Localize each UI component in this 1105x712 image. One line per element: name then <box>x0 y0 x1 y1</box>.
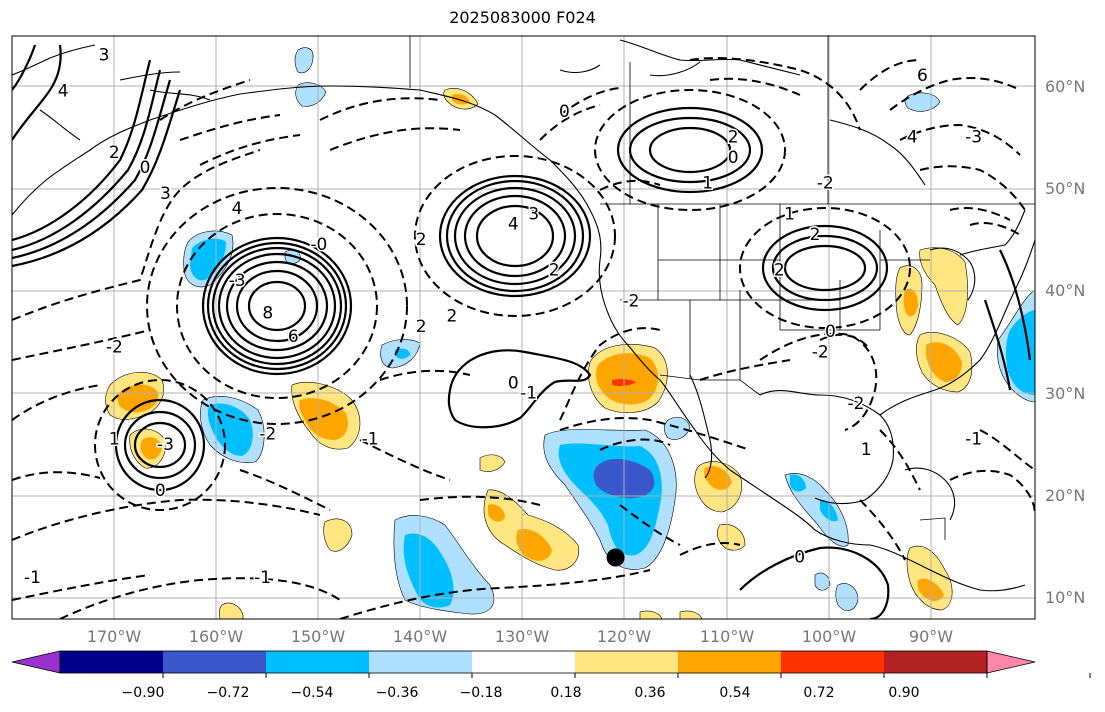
contour-label: 3 <box>160 184 171 204</box>
contour-label: 1 <box>784 204 795 224</box>
colorbar-tick-label: 0.36 <box>634 685 666 701</box>
map-frame <box>11 35 1036 620</box>
contour-label: 0 <box>794 548 805 568</box>
colorbar-extend-min <box>11 650 61 674</box>
colorbar-tick-label: 0.18 <box>550 685 582 701</box>
positive-contours <box>12 44 1032 619</box>
colorbar-tick-label: 0.72 <box>803 685 835 701</box>
contour-label: -2 <box>817 174 834 194</box>
contour-label: 2 <box>728 127 739 147</box>
lat-label-40n: 40°N <box>1045 281 1086 300</box>
colorbar-extend-max <box>986 650 1036 674</box>
contour-label: 0 <box>559 102 570 122</box>
colorbar-bin <box>472 651 576 673</box>
contour-label: 6 <box>917 66 928 86</box>
colorbar-tick-label: 0.54 <box>719 685 751 701</box>
contour-label: -2 <box>847 394 864 414</box>
contour-label: -2 <box>106 337 123 357</box>
lat-label-50n: 50°N <box>1045 179 1086 198</box>
storm-marker <box>606 548 625 567</box>
lat-label-20n: 20°N <box>1045 486 1086 505</box>
colorbar <box>11 650 1091 678</box>
contour-label: 2 <box>774 261 785 281</box>
contour-label: 0 <box>728 148 739 168</box>
contour-label: 2 <box>446 307 457 327</box>
contour-label: -3 <box>965 127 982 147</box>
map-title: 2025083000 F024 <box>449 8 596 27</box>
contour-label: 1 <box>109 430 120 450</box>
feature-layer <box>606 548 625 567</box>
colorbar-tick-label: −0.54 <box>290 685 334 701</box>
colorbar-border <box>59 650 988 674</box>
colorbar-tick-label: −0.36 <box>375 685 419 701</box>
colorbar-bin <box>678 651 782 673</box>
strong-positive-shading <box>117 93 962 601</box>
colorbar-bin <box>369 651 473 673</box>
colorbar-bin <box>575 651 679 673</box>
contour-label: 3 <box>528 204 539 224</box>
contour-label: 1 <box>702 174 713 194</box>
lat-label-10n: 10°N <box>1045 588 1086 607</box>
lon-label-100w: 100°W <box>801 627 857 646</box>
contour-label: 8 <box>262 304 273 324</box>
lon-label-90w: 90°W <box>908 627 954 646</box>
colorbar-tick-label: 0.90 <box>888 685 920 701</box>
contour-label: -1 <box>254 568 271 588</box>
contour-label: -1 <box>362 430 379 450</box>
colorbar-tick-label: −0.72 <box>206 685 250 701</box>
negative-contours <box>12 57 1035 619</box>
lon-label-110w: 110°W <box>699 627 755 646</box>
colorbar-bin <box>163 651 267 673</box>
contour-label: -2 <box>259 425 276 445</box>
contour-label: -3 <box>157 435 174 455</box>
contour-label: 6 <box>288 327 299 347</box>
colorbar-bin <box>266 651 370 673</box>
contour-label: 2 <box>810 225 821 245</box>
contour-label: 4 <box>58 81 69 101</box>
colorbar-bin <box>781 651 885 673</box>
lon-label-170w: 170°W <box>86 627 142 646</box>
colorbar-tick-label: −0.90 <box>121 685 165 701</box>
lat-label-30n: 30°N <box>1045 384 1086 403</box>
contour-label: -1 <box>24 568 41 588</box>
contour-label: 4 <box>907 127 918 147</box>
contour-label: -2 <box>622 291 639 311</box>
contour-label: 2 <box>109 143 120 163</box>
contour-label: 2 <box>416 230 427 250</box>
colorbar-tick-label: −0.18 <box>459 685 503 701</box>
lon-label-120w: 120°W <box>596 627 652 646</box>
contour-label: 2 <box>549 261 560 281</box>
contour-label: 2 <box>416 317 427 337</box>
contour-label: 0 <box>140 158 151 178</box>
colorbar-bin <box>884 651 988 673</box>
contour-label: 0 <box>825 322 836 342</box>
contour-label: 4 <box>232 199 243 219</box>
colorbar-bin <box>60 651 164 673</box>
contour-label: -1 <box>965 430 982 450</box>
contour-label: -0 <box>310 235 327 255</box>
contour-label: -2 <box>812 343 829 363</box>
contour-label: -1 <box>520 384 537 404</box>
contour-label: -3 <box>229 271 246 291</box>
contour-label: 3 <box>99 45 110 65</box>
lon-label-160w: 160°W <box>188 627 244 646</box>
contour-label: 0 <box>155 481 166 501</box>
contour-label: 1 <box>861 440 872 460</box>
lat-label-60n: 60°N <box>1045 77 1086 96</box>
contour-label: 0 <box>508 373 519 393</box>
lon-label-130w: 130°W <box>494 627 550 646</box>
lon-label-150w: 150°W <box>290 627 346 646</box>
lon-label-140w: 140°W <box>392 627 448 646</box>
contour-label: 4 <box>508 215 519 235</box>
